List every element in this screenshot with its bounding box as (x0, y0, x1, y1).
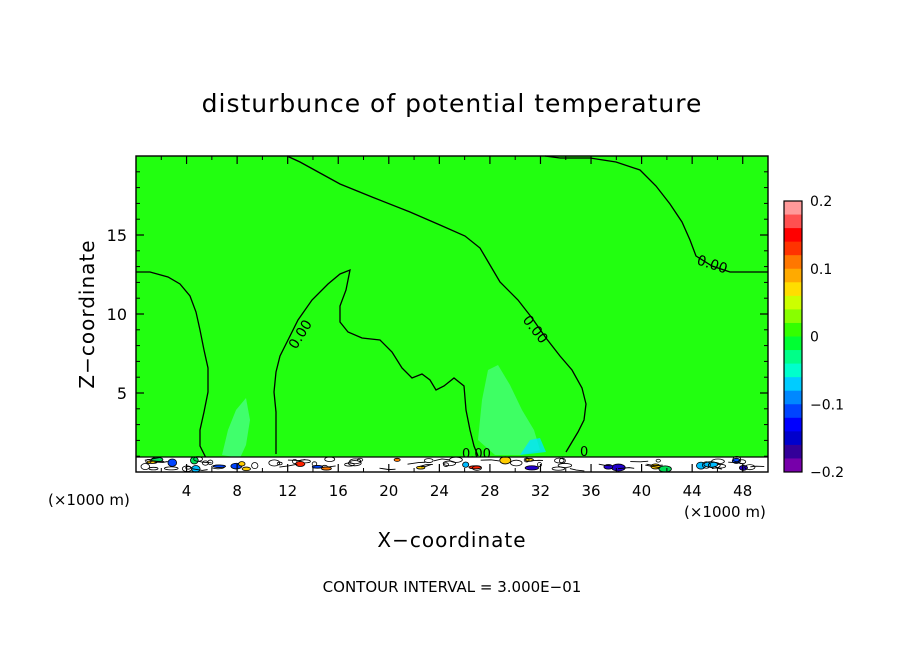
x-tick-label: 36 (581, 482, 600, 500)
colorbar-swatch (784, 364, 802, 378)
colorbar-tick-label: 0.2 (810, 194, 832, 210)
y-axis-label: Z−coordinate (75, 239, 99, 388)
colorbar-swatch (784, 323, 802, 337)
surface-blob (394, 458, 400, 461)
y-tick-label: 5 (117, 384, 127, 403)
surface-blob (463, 462, 469, 467)
surface-blob (659, 466, 671, 472)
surface-blob (239, 462, 246, 466)
colorbar-swatch (784, 255, 802, 269)
colorbar-swatch (784, 282, 802, 296)
colorbar-swatch (784, 269, 802, 283)
colorbar-swatch (784, 445, 802, 459)
x-tick-label: 48 (733, 482, 752, 500)
colorbar-swatch (784, 350, 802, 364)
colorbar-swatch (784, 391, 802, 405)
x-unit-left: (×1000 m) (48, 491, 130, 509)
colorbar-tick-label: −0.2 (810, 465, 844, 481)
surface-blob (213, 465, 226, 468)
colorbar: 0.2 0.1 0 −0.1 −0.2 (784, 194, 844, 481)
x-tick-label: 40 (632, 482, 651, 500)
y-tick-label: 10 (107, 305, 127, 324)
colorbar-swatch (784, 377, 802, 391)
colorbar-tick-label: −0.1 (810, 397, 844, 413)
chart-title: disturbunce of potential temperature (202, 89, 703, 118)
x-unit-right: (×1000 m) (684, 503, 766, 521)
colorbar-swatch (784, 309, 802, 323)
x-tick-label: 24 (430, 482, 449, 500)
x-tick-label: 16 (329, 482, 348, 500)
colorbar-tick-label: 0.1 (810, 262, 832, 278)
colorbar-swatch (784, 228, 802, 242)
x-tick-label: 20 (379, 482, 398, 500)
colorbar-swatch (784, 296, 802, 310)
x-tick-label: 8 (232, 482, 242, 500)
surface-layer (136, 457, 768, 472)
colorbar-swatch (784, 418, 802, 432)
colorbar-swatch (784, 404, 802, 418)
surface-blob (612, 464, 626, 471)
x-tick-label: 12 (278, 482, 297, 500)
x-tick-label: 32 (531, 482, 550, 500)
colorbar-swatch (784, 431, 802, 445)
surface-blob (168, 459, 177, 466)
colorbar-swatch (784, 242, 802, 256)
colorbar-swatch (784, 337, 802, 351)
y-tick-label: 15 (107, 226, 127, 245)
colorbar-swatch (784, 215, 802, 229)
x-tick-label: 28 (480, 482, 499, 500)
x-tick-label: 4 (182, 482, 192, 500)
colorbar-tick-label: 0 (810, 330, 819, 346)
contour-interval: CONTOUR INTERVAL = 3.000E−01 (323, 578, 582, 596)
plot-area: 0.00 0.00 0.00 0.00 0 (136, 156, 768, 472)
colorbar-swatch (784, 201, 802, 215)
surface-blob (525, 466, 538, 470)
x-tick-label: 44 (683, 482, 702, 500)
colorbar-swatch (784, 458, 802, 472)
x-axis-label: X−coordinate (377, 528, 526, 552)
surface-blob (242, 467, 250, 471)
surface-blob (500, 457, 511, 464)
